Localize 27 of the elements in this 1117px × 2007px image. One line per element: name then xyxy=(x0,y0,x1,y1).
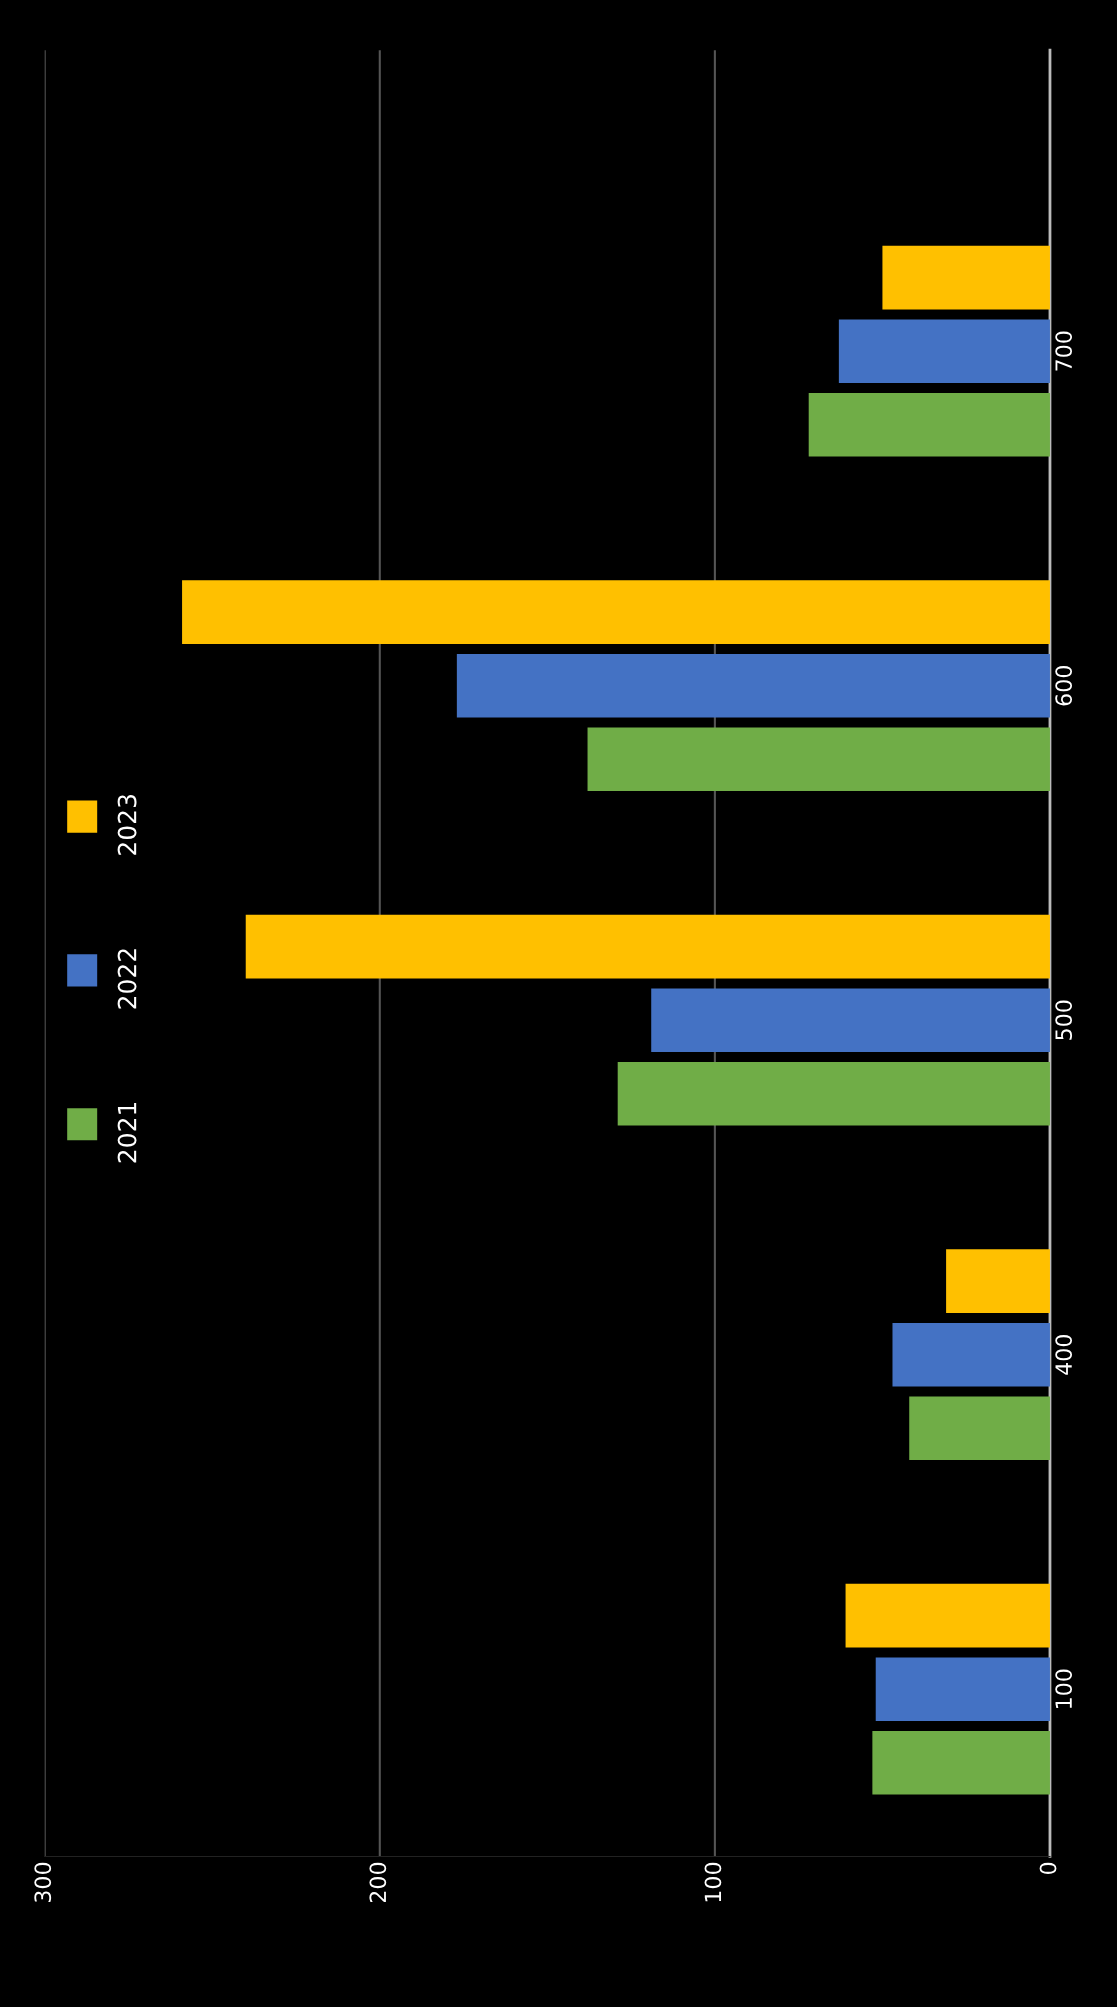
bar xyxy=(845,1583,1050,1648)
x-tick-label: 200 xyxy=(369,1862,387,1903)
x-tick-label: 300 xyxy=(34,1862,52,1903)
y-tick-label: 700 xyxy=(1055,331,1073,371)
x-tick-label: 0 xyxy=(1039,1862,1057,1875)
bar xyxy=(892,1322,1050,1387)
bar xyxy=(909,1396,1050,1461)
bar xyxy=(838,319,1050,383)
bar xyxy=(587,727,1050,792)
y-tick-label: 600 xyxy=(1055,665,1073,706)
bar xyxy=(882,245,1050,310)
legend-label: 2021 xyxy=(117,1102,137,1163)
bar xyxy=(875,1657,1050,1721)
bar xyxy=(456,653,1050,718)
y-tick-label: 100 xyxy=(1055,1669,1073,1708)
y-tick-label: 500 xyxy=(1055,1000,1073,1040)
bar xyxy=(245,914,1050,979)
bar xyxy=(808,393,1050,457)
bar xyxy=(182,580,1050,644)
bar xyxy=(946,1249,1050,1313)
legend-label: 2022 xyxy=(117,949,137,1009)
x-tick-label: 100 xyxy=(704,1862,722,1902)
bar xyxy=(617,1062,1050,1126)
bar xyxy=(651,988,1050,1052)
bar xyxy=(872,1731,1050,1795)
y-tick-label: 400 xyxy=(1055,1334,1073,1375)
legend-label: 2023 xyxy=(117,794,137,855)
